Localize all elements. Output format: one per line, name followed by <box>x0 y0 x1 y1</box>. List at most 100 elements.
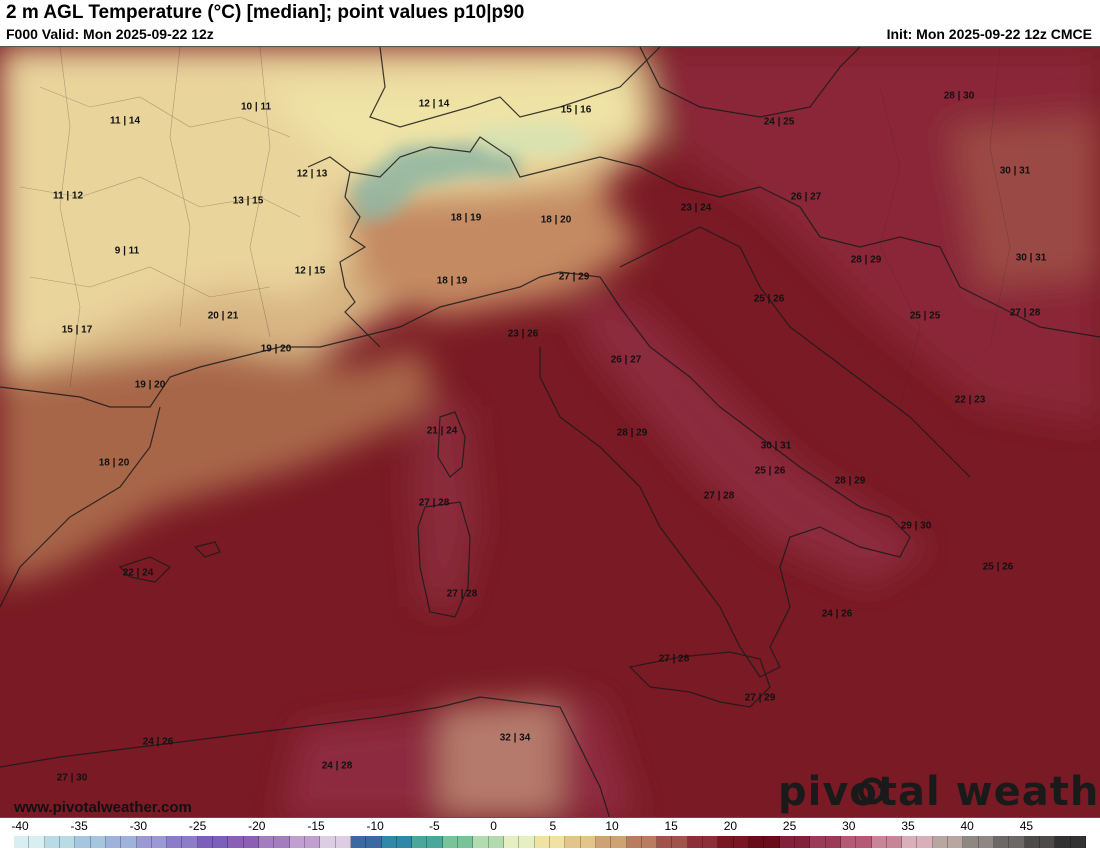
colorbar-tick-label: -5 <box>429 819 440 833</box>
point-value-label: 24 | 26 <box>142 736 174 748</box>
point-value-label: 23 | 26 <box>507 328 539 340</box>
point-value-label: 25 | 26 <box>753 293 785 305</box>
colorbar-swatch <box>412 836 428 848</box>
colorbar-swatch <box>442 836 459 848</box>
point-value-label: 27 | 29 <box>558 271 590 283</box>
colorbar-tick-label: 20 <box>723 819 738 833</box>
point-value-label: 29 | 30 <box>900 520 932 532</box>
colorbar-tick-label: 25 <box>782 819 797 833</box>
colorbar-swatch <box>978 836 994 848</box>
colorbar-swatch <box>320 836 336 848</box>
colorbar-swatch <box>1024 836 1040 848</box>
colorbar-swatch <box>14 836 30 848</box>
point-value-label: 30 | 31 <box>760 440 792 452</box>
point-value-label: 23 | 24 <box>680 202 712 214</box>
point-value-label: 12 | 13 <box>296 168 328 180</box>
colorbar-swatch <box>304 836 321 848</box>
pivotal-weather-logo: pivotal weather <box>778 769 1100 815</box>
point-value-label: 32 | 34 <box>499 732 531 744</box>
colorbar-tick-label: -25 <box>188 819 207 833</box>
colorbar-swatch <box>779 836 795 848</box>
colorbar-swatch <box>703 836 719 848</box>
colorbar-swatch <box>534 836 550 848</box>
colorbar-strip <box>14 836 1086 848</box>
colorbar-swatch <box>626 836 642 848</box>
colorbar-tick-label: -10 <box>366 819 384 833</box>
colorbar-swatch <box>886 836 903 848</box>
colorbar-swatch <box>963 836 979 848</box>
point-value-label: 18 | 19 <box>436 275 468 287</box>
site-url: www.pivotalweather.com <box>14 799 192 816</box>
colorbar-swatch <box>473 836 489 848</box>
colorbar-swatch <box>825 836 841 848</box>
colorbar-swatch <box>274 836 290 848</box>
point-value-label: 24 | 26 <box>821 608 853 620</box>
point-value-label: 19 | 20 <box>260 343 292 355</box>
colorbar-swatch <box>871 836 887 848</box>
valid-time: F000 Valid: Mon 2025-09-22 12z <box>6 26 214 42</box>
colorbar-swatch <box>1070 836 1086 848</box>
colorbar-tick-label: 35 <box>901 819 915 833</box>
point-value-label: 27 | 30 <box>56 772 88 784</box>
temperature-map[interactable]: 11 | 14 10 | 11 12 | 14 15 | 16 24 | 25 28 | … <box>0 46 1100 818</box>
colorbar-tick-label: 45 <box>1019 819 1034 833</box>
colorbar-swatch <box>350 836 367 848</box>
colorbar-swatch <box>840 836 857 848</box>
colorbar-swatch <box>565 836 581 848</box>
colorbar-swatch <box>366 836 382 848</box>
point-value-label: 9 | 11 <box>114 245 140 257</box>
point-value-label: 25 | 26 <box>982 561 1014 573</box>
colorbar-tick-label: -30 <box>129 819 148 833</box>
point-value-label: 13 | 15 <box>232 195 264 207</box>
point-value-label: 27 | 28 <box>703 490 735 502</box>
colorbar-tick-label: -40 <box>11 819 29 833</box>
colorbar-swatch <box>59 836 76 848</box>
colorbar-swatch <box>687 836 704 848</box>
colorbar-swatch <box>641 836 658 848</box>
colorbar-swatch <box>856 836 872 848</box>
colorbar-tick-label: 5 <box>549 819 557 833</box>
header: 2 m AGL Temperature (°C) [median]; point… <box>0 0 1100 46</box>
colorbar-swatch <box>549 836 566 848</box>
point-value-label: 22 | 23 <box>954 394 986 406</box>
point-value-label: 11 | 14 <box>109 115 141 127</box>
colorbar-swatch <box>75 836 91 848</box>
colorbar-tick-label: 30 <box>842 819 856 833</box>
colorbar-swatch <box>504 836 520 848</box>
point-value-label: 11 | 12 <box>52 190 84 202</box>
colorbar-swatch <box>151 836 168 848</box>
colorbar-swatch <box>121 836 137 848</box>
colorbar-swatch <box>197 836 214 848</box>
colorbar-swatch <box>917 836 933 848</box>
point-value-label: 30 | 31 <box>999 165 1031 177</box>
init-time: Init: Mon 2025-09-22 12z CMCE <box>886 26 1092 42</box>
colorbar-tick-label: 15 <box>664 819 678 833</box>
point-value-label: 18 | 19 <box>450 212 482 224</box>
map-title: 2 m AGL Temperature (°C) [median]; point… <box>6 2 525 23</box>
colorbar-swatch <box>488 836 504 848</box>
point-value-label: 27 | 29 <box>744 692 776 704</box>
colorbar-swatch <box>381 836 397 848</box>
colorbar-swatch <box>1039 836 1056 848</box>
colorbar-swatch <box>733 836 749 848</box>
colorbar-tick-label: -15 <box>307 819 325 833</box>
colorbar-tick-label: -20 <box>248 819 266 833</box>
colorbar-swatch <box>243 836 259 848</box>
colorbar-swatch <box>427 836 443 848</box>
point-value-label: 24 | 25 <box>763 116 795 128</box>
colorbar-tick-label: 10 <box>605 819 619 833</box>
colorbar-swatch <box>994 836 1010 848</box>
colorbar-swatch <box>932 836 949 848</box>
point-value-label: 15 | 17 <box>61 324 93 336</box>
point-value-label: 25 | 25 <box>909 310 941 322</box>
point-value-label: 12 | 14 <box>418 98 450 110</box>
colorbar-swatch <box>611 836 627 848</box>
colorbar-swatch <box>764 836 780 848</box>
colorbar-swatch <box>29 836 45 848</box>
colorbar-swatch <box>228 836 244 848</box>
colorbar-tick-label: -35 <box>70 819 88 833</box>
point-value-label: 28 | 29 <box>850 254 882 266</box>
colorbar-swatch <box>718 836 734 848</box>
colorbar-swatch <box>182 836 198 848</box>
point-value-label: 28 | 29 <box>834 475 866 487</box>
